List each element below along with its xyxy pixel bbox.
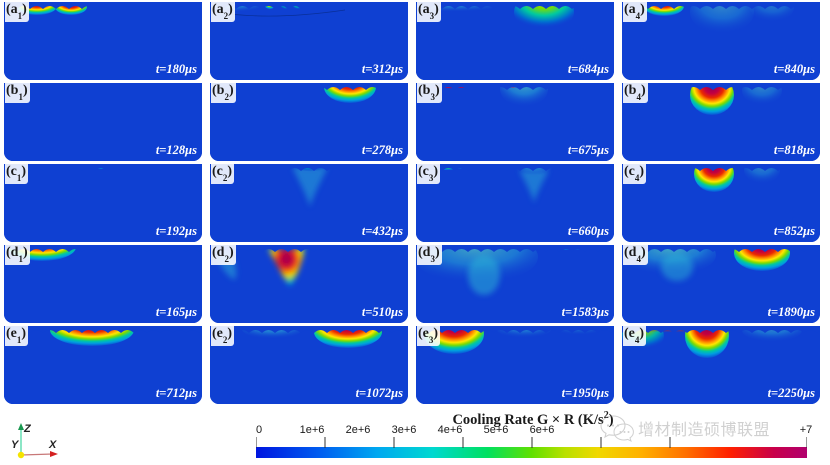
svg-text:Y: Y: [11, 439, 20, 451]
svg-text:Z: Z: [23, 423, 32, 435]
svg-text:X: X: [48, 439, 57, 451]
